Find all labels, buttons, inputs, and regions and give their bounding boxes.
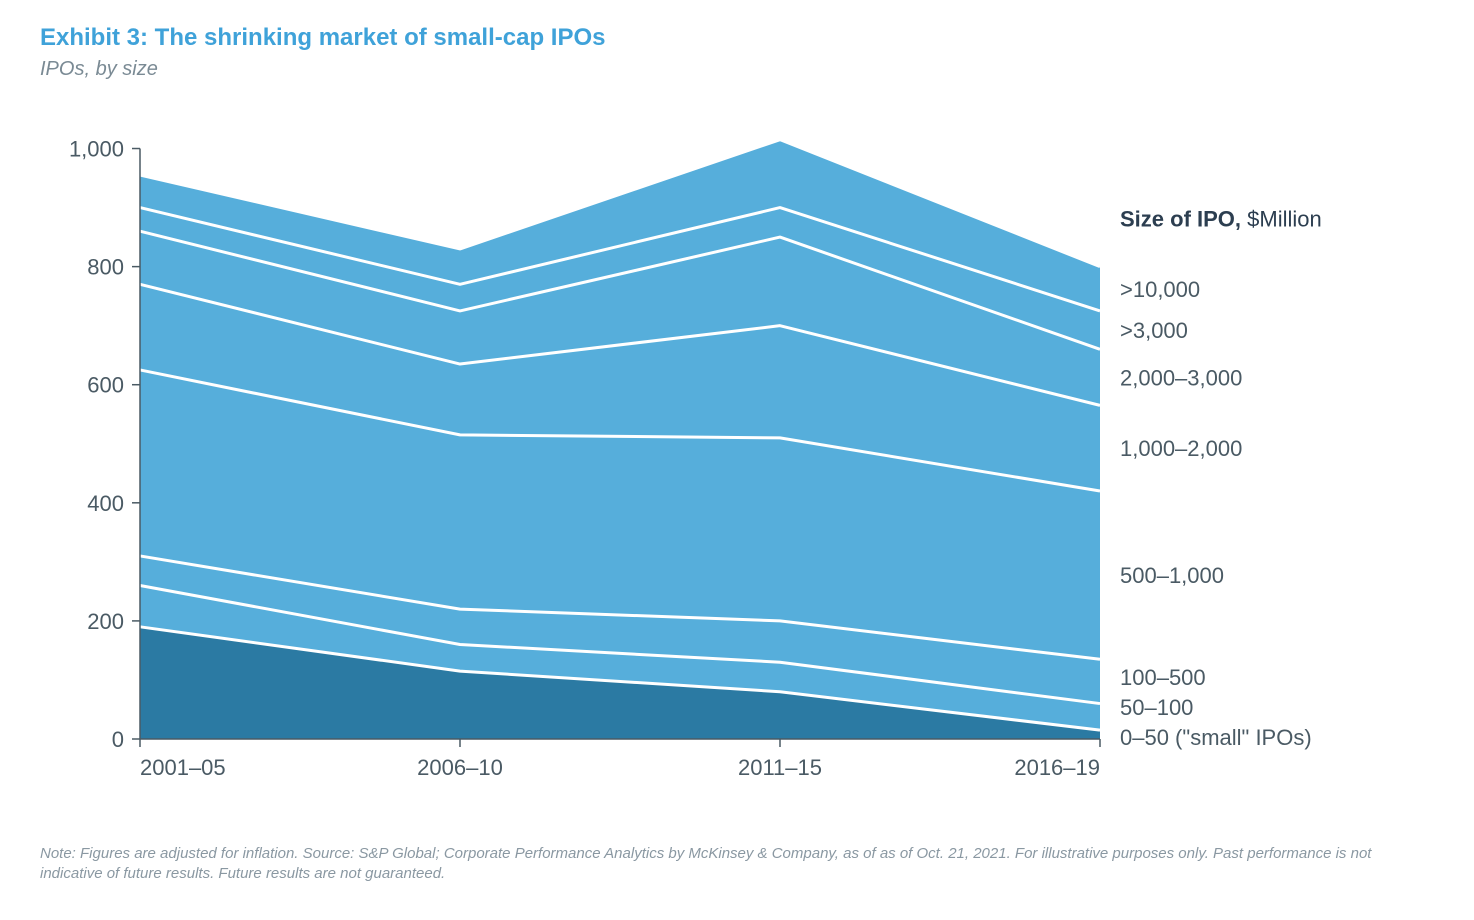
chart-footnote: Note: Figures are adjusted for inflation… xyxy=(40,844,1434,885)
chart-title: Exhibit 3: The shrinking market of small… xyxy=(40,24,1434,52)
x-tick-label: 2016–19 xyxy=(1014,755,1100,780)
y-tick-label: 0 xyxy=(112,727,124,752)
legend-item: 50–100 xyxy=(1120,695,1193,720)
y-tick-label: 600 xyxy=(87,373,124,398)
x-tick-label: 2001–05 xyxy=(140,755,226,780)
y-tick-label: 400 xyxy=(87,491,124,516)
x-tick-label: 2006–10 xyxy=(417,755,503,780)
legend-item: 2,000–3,000 xyxy=(1120,365,1242,390)
y-tick-label: 800 xyxy=(87,255,124,280)
stacked-area-chart: 0 200 400 600 800 1,000 2001–05 2006–10 2011–15 2… xyxy=(40,109,1434,829)
y-tick-label: 200 xyxy=(87,609,124,634)
chart-area: 0 200 400 600 800 1,000 2001–05 2006–10 2011–15 2… xyxy=(40,109,1434,789)
legend-item: >10,000 xyxy=(1120,277,1200,302)
legend-item: 100–500 xyxy=(1120,665,1206,690)
legend-item: >3,000 xyxy=(1120,318,1188,343)
legend-title: Size of IPO, $Million xyxy=(1120,207,1322,232)
chart-subtitle: IPOs, by size xyxy=(40,58,1434,81)
legend-item: 500–1,000 xyxy=(1120,563,1224,588)
y-tick-label: 1,000 xyxy=(69,137,124,162)
x-tick-label: 2011–15 xyxy=(738,755,822,780)
legend-item: 1,000–2,000 xyxy=(1120,436,1242,461)
legend-item: 0–50 ("small" IPOs) xyxy=(1120,725,1312,750)
